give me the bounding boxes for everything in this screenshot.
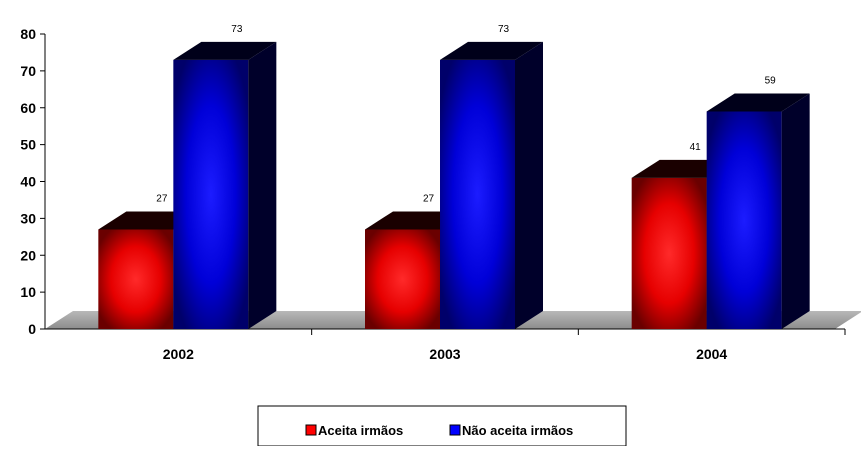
data-label: 73 bbox=[231, 24, 243, 35]
y-tick-label: 10 bbox=[20, 284, 36, 300]
legend-label: Não aceita irmãos bbox=[462, 423, 573, 438]
bar bbox=[173, 59, 249, 329]
y-tick-label: 50 bbox=[20, 137, 36, 153]
y-tick-label: 40 bbox=[20, 174, 36, 190]
bar-side bbox=[248, 41, 277, 329]
y-tick-label: 20 bbox=[20, 247, 36, 263]
data-label: 27 bbox=[423, 193, 435, 204]
legend-label: Aceita irmãos bbox=[318, 423, 403, 438]
bar-top bbox=[706, 93, 810, 112]
bar bbox=[440, 59, 515, 329]
y-tick-label: 30 bbox=[20, 210, 36, 226]
y-tick-label: 60 bbox=[20, 100, 36, 116]
bar-top bbox=[440, 41, 543, 60]
bar bbox=[706, 111, 782, 329]
bar bbox=[631, 177, 707, 329]
legend-swatch bbox=[449, 424, 461, 436]
bar-side bbox=[781, 93, 810, 329]
data-label: 41 bbox=[690, 142, 702, 153]
legend: Aceita irmãos Não aceita irmãos bbox=[257, 405, 627, 447]
bars bbox=[98, 41, 810, 329]
data-label: 73 bbox=[498, 24, 510, 35]
bar-side bbox=[515, 41, 543, 329]
legend-swatch bbox=[305, 424, 317, 436]
bar bbox=[98, 229, 174, 329]
data-labels: 27 73 27 73 41 59 bbox=[156, 24, 776, 205]
x-category-label: 2004 bbox=[696, 346, 727, 362]
x-category-label: 2003 bbox=[429, 346, 460, 362]
legend-box bbox=[257, 405, 627, 447]
y-tick-label: 80 bbox=[20, 26, 36, 42]
y-tick-label: 0 bbox=[28, 321, 36, 337]
data-label: 27 bbox=[156, 193, 168, 204]
data-label: 59 bbox=[765, 75, 777, 86]
x-category-label: 2002 bbox=[163, 346, 194, 362]
y-tick-label: 70 bbox=[20, 63, 36, 79]
bar bbox=[365, 229, 440, 329]
bar-top bbox=[173, 41, 277, 60]
